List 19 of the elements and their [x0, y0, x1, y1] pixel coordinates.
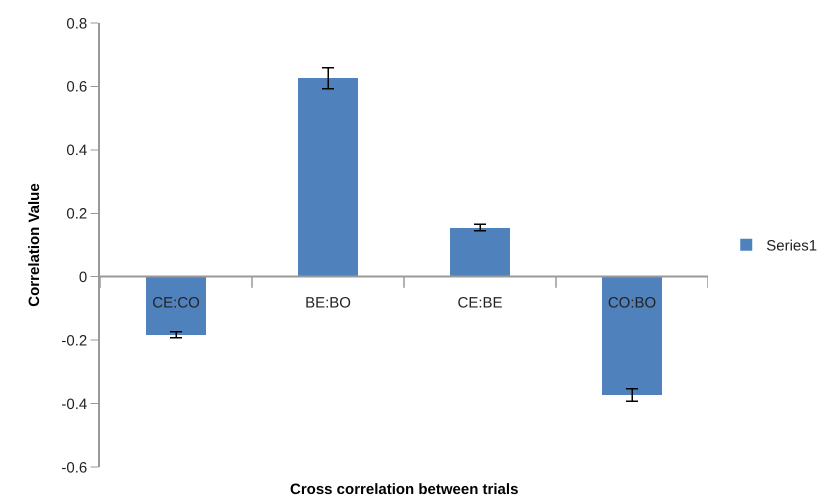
- y-tick-label: -0.2: [61, 332, 88, 350]
- x-tick-label: CE:BE: [457, 294, 503, 312]
- y-tick-label: -0.6: [61, 459, 88, 476]
- bar: [602, 277, 662, 395]
- bar: [450, 228, 510, 277]
- x-tick-label: CE:CO: [152, 294, 200, 312]
- y-tick-label: 0: [78, 268, 88, 286]
- bar: [298, 78, 358, 277]
- y-tick-label: 0.4: [66, 142, 88, 160]
- y-tick-label: 0.6: [66, 78, 88, 96]
- x-axis-title: Cross correlation between trials: [290, 481, 518, 497]
- x-tick-label: CO:BO: [608, 294, 656, 312]
- y-tick-label: 0.8: [66, 15, 88, 32]
- y-axis-title: Correlation Value: [26, 183, 44, 307]
- legend-label: Series1: [766, 238, 818, 255]
- bar: [146, 277, 206, 335]
- y-tick-label: 0.2: [66, 206, 88, 223]
- y-tick-label: -0.4: [61, 396, 88, 413]
- x-tick-label: BE:BO: [305, 294, 351, 312]
